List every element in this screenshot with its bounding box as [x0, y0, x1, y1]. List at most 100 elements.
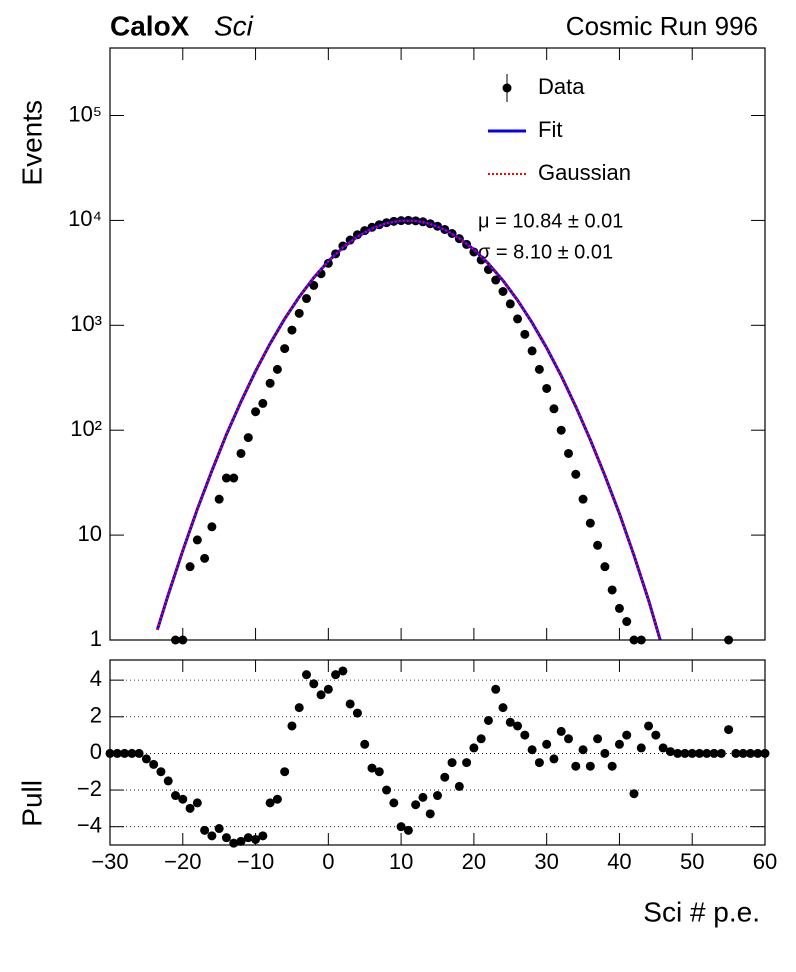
data-point	[141, 754, 151, 764]
data-point	[687, 748, 697, 758]
data-point	[360, 739, 370, 749]
data-point	[287, 325, 297, 335]
x-tick-label: 10	[389, 849, 413, 874]
data-point	[607, 585, 617, 595]
data-point	[403, 825, 413, 835]
data-point	[185, 803, 195, 813]
data-point	[505, 717, 515, 727]
y-axis-title: Events	[16, 100, 47, 186]
data-point	[644, 721, 654, 731]
data-point	[309, 679, 319, 689]
data-point	[571, 761, 581, 771]
data-point	[156, 767, 166, 777]
data-point	[265, 378, 275, 388]
x-axis-title: Sci # p.e.	[643, 896, 760, 927]
data-point	[229, 473, 239, 483]
y-tick-label: −4	[77, 812, 102, 837]
data-point	[258, 831, 268, 841]
data-point	[272, 364, 282, 374]
data-point	[178, 635, 188, 645]
plot-frame	[109, 47, 766, 641]
data-point	[214, 824, 224, 834]
data-point	[593, 540, 603, 550]
y-tick-label: 10³	[70, 311, 102, 336]
data-point	[236, 448, 246, 458]
y-tick-label: 4	[90, 666, 102, 691]
data-point	[258, 398, 268, 408]
data-point	[302, 294, 311, 304]
data-point	[593, 734, 603, 744]
data-point	[542, 383, 552, 393]
x-tick-label: 30	[534, 849, 558, 874]
data-point	[629, 635, 639, 645]
data-point	[236, 836, 246, 846]
data-point	[724, 725, 734, 735]
data-point	[578, 494, 588, 504]
data-point	[695, 748, 704, 758]
data-point	[229, 838, 239, 848]
data-point	[251, 835, 261, 845]
data-point	[207, 831, 217, 841]
data-point	[731, 748, 741, 758]
annotation: μ = 10.84 ± 0.01	[478, 210, 623, 232]
data-point	[345, 699, 355, 709]
data-point	[716, 748, 726, 758]
data-point	[527, 346, 537, 356]
data-point	[316, 690, 326, 700]
data-point	[171, 635, 180, 645]
data-point	[280, 344, 290, 354]
y-tick-label: 1	[90, 626, 102, 651]
data-point	[745, 748, 755, 758]
data-point	[149, 759, 159, 769]
data-point	[585, 761, 595, 771]
data-point	[251, 407, 261, 417]
x-tick-label: 40	[607, 849, 631, 874]
data-point	[753, 748, 763, 758]
data-point	[564, 734, 573, 744]
data-point	[614, 603, 624, 613]
data-point	[520, 730, 530, 740]
y-tick-label: 10	[78, 521, 102, 546]
data-point	[352, 708, 362, 718]
data-point	[527, 745, 537, 755]
data-point	[192, 798, 202, 808]
y-tick-label: 0	[90, 739, 102, 764]
x-tick-label: 50	[680, 849, 704, 874]
data-point	[433, 791, 442, 801]
data-point	[724, 635, 734, 645]
data-point	[622, 617, 632, 627]
data-point	[221, 473, 231, 483]
data-point	[287, 721, 297, 731]
data-point	[200, 553, 210, 563]
data-point	[294, 308, 304, 318]
data-point	[214, 494, 224, 504]
legend-label: Gaussian	[538, 160, 631, 185]
y-tick-label: 10⁵	[68, 101, 102, 126]
data-point	[636, 743, 646, 753]
data-point	[469, 743, 479, 753]
run-label: Cosmic Run 996	[566, 11, 758, 41]
y-tick-label: 10⁴	[68, 206, 102, 231]
data-point	[192, 535, 202, 545]
data-point	[709, 748, 719, 758]
fit-line	[156, 219, 662, 641]
data-point	[564, 448, 573, 458]
data-point	[280, 767, 290, 777]
data-point	[418, 792, 428, 802]
data-point	[600, 748, 610, 758]
data-point	[331, 670, 341, 680]
data-point	[505, 299, 515, 309]
data-point	[338, 666, 348, 676]
x-tick-label: −10	[237, 849, 274, 874]
data-point	[585, 518, 595, 528]
x-tick-label: 20	[462, 849, 486, 874]
x-tick-label: 60	[753, 849, 777, 874]
data-point	[498, 286, 508, 296]
data-point	[462, 758, 472, 768]
data-point	[483, 715, 493, 725]
x-tick-label: −20	[164, 849, 201, 874]
data-point	[651, 730, 661, 740]
title-italic: Sci	[214, 10, 254, 41]
